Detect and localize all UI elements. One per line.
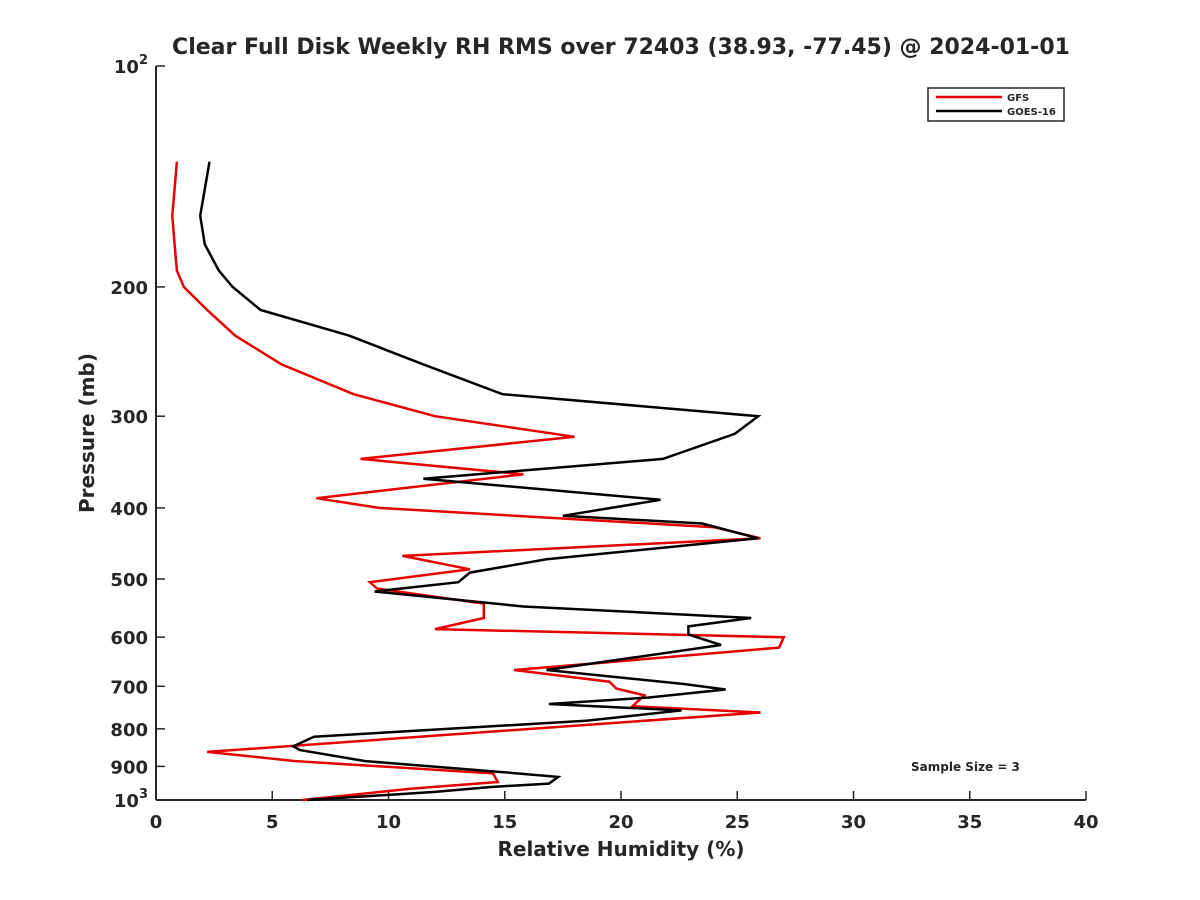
x-tick-label: 0 <box>150 812 163 833</box>
legend: GFS GOES-16 <box>927 87 1065 122</box>
y-tick-label: 400 <box>110 499 148 520</box>
y-tick-label: 102 <box>114 53 148 78</box>
x-axis-ticks: 0 5 10 15 20 25 30 35 40 <box>150 791 1099 833</box>
chart-title: Clear Full Disk Weekly RH RMS over 72403… <box>172 35 1070 60</box>
y-tick-label-base: 10 <box>114 791 139 812</box>
y-tick-label-exponent: 3 <box>139 787 148 802</box>
series-layer <box>171 161 786 802</box>
x-tick-label: 5 <box>266 812 279 833</box>
x-tick-label: 20 <box>608 812 633 833</box>
series-line-goes-16 <box>198 161 762 802</box>
y-tick-label: 200 <box>110 278 148 299</box>
x-tick-label: 15 <box>492 812 517 833</box>
y-tick-label-base: 300 <box>110 407 148 428</box>
y-tick-label: 300 <box>110 407 148 428</box>
y-tick-label: 500 <box>110 570 148 591</box>
y-tick-label: 900 <box>110 757 148 778</box>
y-axis-label: Pressure (mb) <box>75 353 99 513</box>
y-tick-label-base: 400 <box>110 499 148 520</box>
y-tick-label: 600 <box>110 628 148 649</box>
y-tick-label-base: 800 <box>110 720 148 741</box>
x-tick-label: 25 <box>725 812 750 833</box>
y-tick-label: 700 <box>110 677 148 698</box>
x-axis-label: Relative Humidity (%) <box>497 837 744 861</box>
y-tick-label: 800 <box>110 720 148 741</box>
x-tick-label: 30 <box>841 812 866 833</box>
series-line-gfs <box>171 161 786 802</box>
y-tick-label-base: 700 <box>110 677 148 698</box>
x-tick-label: 35 <box>957 812 982 833</box>
y-tick-label-exponent: 2 <box>139 53 148 68</box>
y-tick-label-base: 500 <box>110 570 148 591</box>
y-tick-label-base: 10 <box>114 57 139 78</box>
legend-label-goes-16: GOES-16 <box>1007 107 1056 118</box>
legend-box <box>927 87 1065 122</box>
legend-label-gfs: GFS <box>1007 93 1029 104</box>
y-tick-label-base: 600 <box>110 628 148 649</box>
x-tick-label: 40 <box>1073 812 1098 833</box>
y-tick-label: 103 <box>114 787 148 812</box>
y-tick-label-base: 900 <box>110 757 148 778</box>
x-tick-label: 10 <box>376 812 401 833</box>
y-tick-label-base: 200 <box>110 278 148 299</box>
sample-size-annotation: Sample Size = 3 <box>911 760 1020 774</box>
